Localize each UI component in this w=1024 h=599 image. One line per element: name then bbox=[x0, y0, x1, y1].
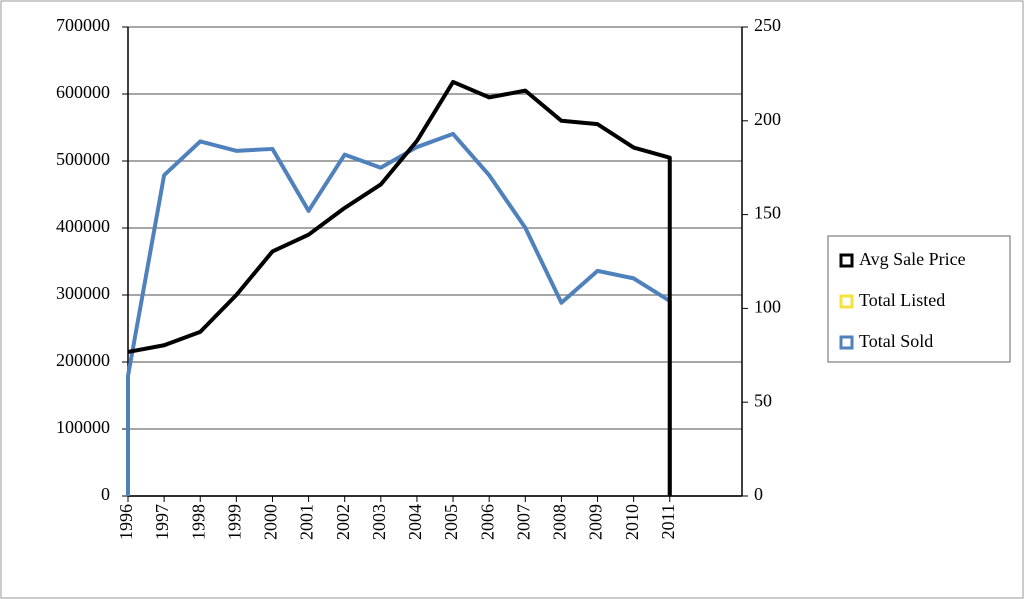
x-tick-label: 2004 bbox=[405, 504, 425, 540]
y-tick-label: 600000 bbox=[56, 82, 110, 102]
y2-tick-label: 200 bbox=[754, 109, 781, 129]
series-line bbox=[127, 79, 672, 496]
y-tick-label: 100000 bbox=[56, 417, 110, 437]
x-tick-label: 2006 bbox=[477, 504, 497, 540]
y2-tick-label: 150 bbox=[754, 203, 781, 223]
legend-swatch bbox=[839, 335, 854, 350]
x-tick-label: 2001 bbox=[297, 504, 317, 540]
legend-label: Avg Sale Price bbox=[859, 249, 966, 269]
x-tick-label: 2003 bbox=[369, 504, 389, 540]
x-tick-label: 1999 bbox=[224, 504, 244, 540]
y2-tick-label: 50 bbox=[754, 390, 772, 410]
x-tick-label: 2007 bbox=[513, 504, 533, 540]
x-tick-label: 2002 bbox=[333, 504, 353, 540]
legend-label: Total Listed bbox=[859, 290, 945, 310]
y-tick-label: 0 bbox=[101, 484, 110, 504]
y-tick-label: 300000 bbox=[56, 283, 110, 303]
series-line bbox=[126, 131, 672, 496]
y2-tick-label: 100 bbox=[754, 297, 781, 317]
x-tick-label: 2008 bbox=[550, 504, 570, 540]
legend-label: Total Sold bbox=[859, 331, 933, 351]
y-tick-label: 700000 bbox=[56, 15, 110, 35]
x-tick-label: 2000 bbox=[261, 504, 281, 540]
x-tick-label: 2011 bbox=[658, 504, 678, 539]
y-tick-label: 500000 bbox=[56, 149, 110, 169]
y-tick-label: 400000 bbox=[56, 216, 110, 236]
x-tick-label: 2005 bbox=[441, 504, 461, 540]
y-tick-label: 200000 bbox=[56, 350, 110, 370]
x-tick-label: 1996 bbox=[116, 504, 136, 540]
y2-tick-label: 0 bbox=[754, 484, 763, 504]
legend-swatch bbox=[839, 294, 854, 309]
x-tick-label: 2010 bbox=[622, 504, 642, 540]
x-tick-label: 1997 bbox=[152, 504, 172, 540]
y2-tick-label: 250 bbox=[754, 15, 781, 35]
legend-swatch bbox=[839, 253, 854, 268]
legend-box bbox=[827, 235, 1011, 363]
x-tick-label: 2009 bbox=[586, 504, 606, 540]
x-tick-label: 1998 bbox=[188, 504, 208, 540]
